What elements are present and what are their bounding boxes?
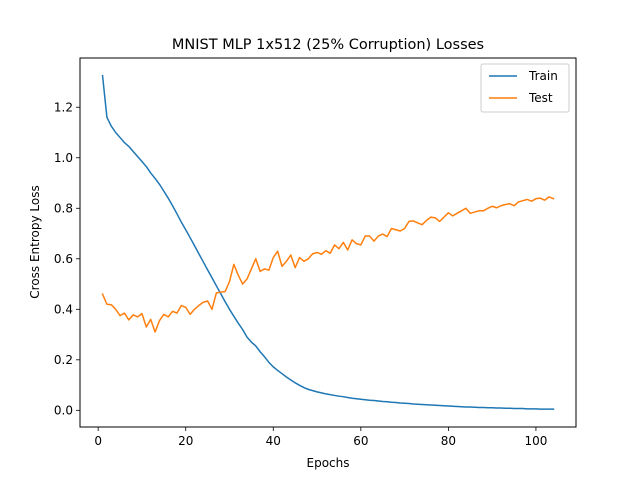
x-tick-label: 20 bbox=[178, 434, 193, 448]
legend-label-test: Test bbox=[528, 91, 553, 105]
chart-title: MNIST MLP 1x512 (25% Corruption) Losses bbox=[172, 37, 484, 53]
x-tick-label: 0 bbox=[94, 434, 102, 448]
y-axis-title: Cross Entropy Loss bbox=[28, 185, 42, 298]
y-tick-label: 0.0 bbox=[54, 403, 73, 417]
legend: Train Test bbox=[480, 63, 570, 113]
y-tick-label: 1.0 bbox=[54, 151, 73, 165]
y-tick-label: 0.4 bbox=[54, 302, 73, 316]
legend-label-train: Train bbox=[528, 69, 558, 83]
x-tick-label: 60 bbox=[353, 434, 368, 448]
series-line-test bbox=[101, 196, 555, 333]
series-layer bbox=[101, 74, 555, 410]
y-axis: 0.0 0.2 0.4 0.6 0.8 1.0 1.2 bbox=[54, 100, 80, 417]
y-tick-label: 0.2 bbox=[54, 353, 73, 367]
plot-frame bbox=[79, 57, 577, 428]
x-tick-label: 80 bbox=[441, 434, 456, 448]
y-tick-label: 1.2 bbox=[54, 100, 73, 114]
x-axis: 0 20 40 60 80 100 bbox=[94, 427, 547, 448]
y-tick-label: 0.8 bbox=[54, 201, 73, 215]
x-tick-label: 100 bbox=[524, 434, 547, 448]
x-axis-title: Epochs bbox=[307, 456, 350, 470]
series-line-train bbox=[101, 74, 555, 410]
x-tick-label: 40 bbox=[266, 434, 281, 448]
y-tick-label: 0.6 bbox=[54, 252, 73, 266]
